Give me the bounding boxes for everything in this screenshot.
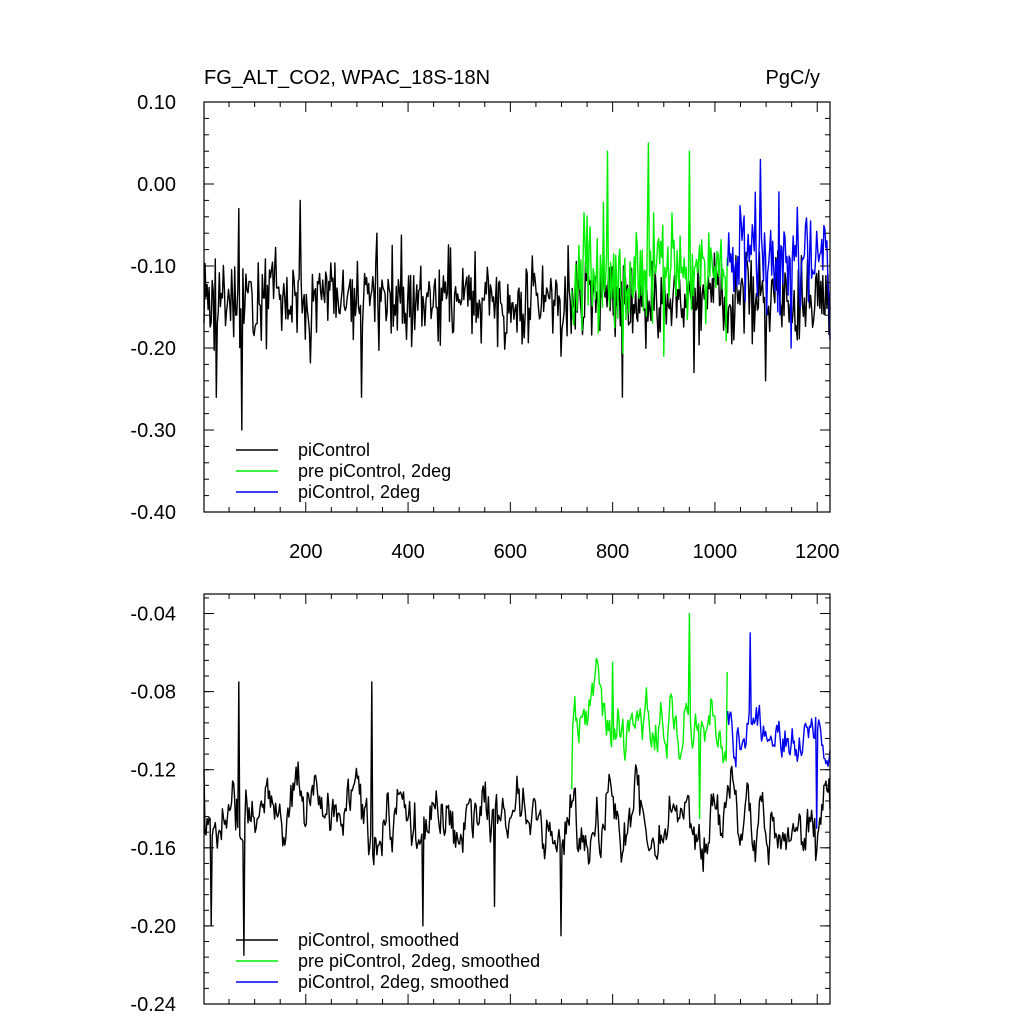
y-tick-label: -0.16 [130,838,176,860]
series-line-1 [203,681,831,956]
y-tick-label: -0.08 [130,682,176,704]
x-tick-label: 600 [494,541,527,563]
x-tick-label: 1200 [795,541,840,563]
top-panel: FG_ALT_CO2, WPAC_18S-18N PgC/y 0.10 0.00 -… [130,67,839,563]
bottom-series-group [203,612,831,956]
legend-label-3: piControl, 2deg [298,482,420,502]
y-tick-label: -0.04 [130,604,176,626]
bottom-axes: -0.04 -0.08 -0.12 -0.16 -0.20 -0.24 [130,593,831,1016]
series-line-3 [727,158,831,349]
top-series-group [203,142,831,431]
units-label: PgC/y [766,67,820,89]
legend-label-2: pre piControl, 2deg, smoothed [298,951,540,971]
y-tick-label: -0.30 [130,420,176,442]
y-tick-label: -0.10 [130,256,176,278]
legend-label-2: pre piControl, 2deg [298,461,451,481]
legend-label-1: piControl, smoothed [298,930,459,950]
series-line-3 [727,632,831,829]
y-tick-label: -0.20 [130,338,176,360]
y-tick-label: -0.20 [130,916,176,938]
series-line-1 [203,199,831,431]
y-tick-label: 0.00 [137,174,176,196]
x-tick-label: 400 [391,541,424,563]
plot-frame [203,593,831,1005]
series-line-2 [571,612,728,820]
x-tick-label: 800 [596,541,629,563]
bottom-panel: -0.04 -0.08 -0.12 -0.16 -0.20 -0.24 piControl… [130,593,831,1016]
y-tick-label: -0.12 [130,760,176,782]
y-tick-label: -0.40 [130,502,176,524]
series-line-2 [571,142,728,357]
legend-label-1: piControl [298,440,370,460]
legend-label-3: piControl, 2deg, smoothed [298,972,509,992]
y-tick-label: 0.10 [137,92,176,114]
x-tick-label: 200 [289,541,322,563]
plot-frame [203,101,831,513]
y-tick-label: -0.24 [130,994,176,1016]
top-axes: 0.10 0.00 -0.10 -0.20 -0.30 -0.40 200 400 600 800… [130,92,839,563]
x-tick-label: 1000 [693,541,738,563]
chart-title: FG_ALT_CO2, WPAC_18S-18N [204,67,490,89]
